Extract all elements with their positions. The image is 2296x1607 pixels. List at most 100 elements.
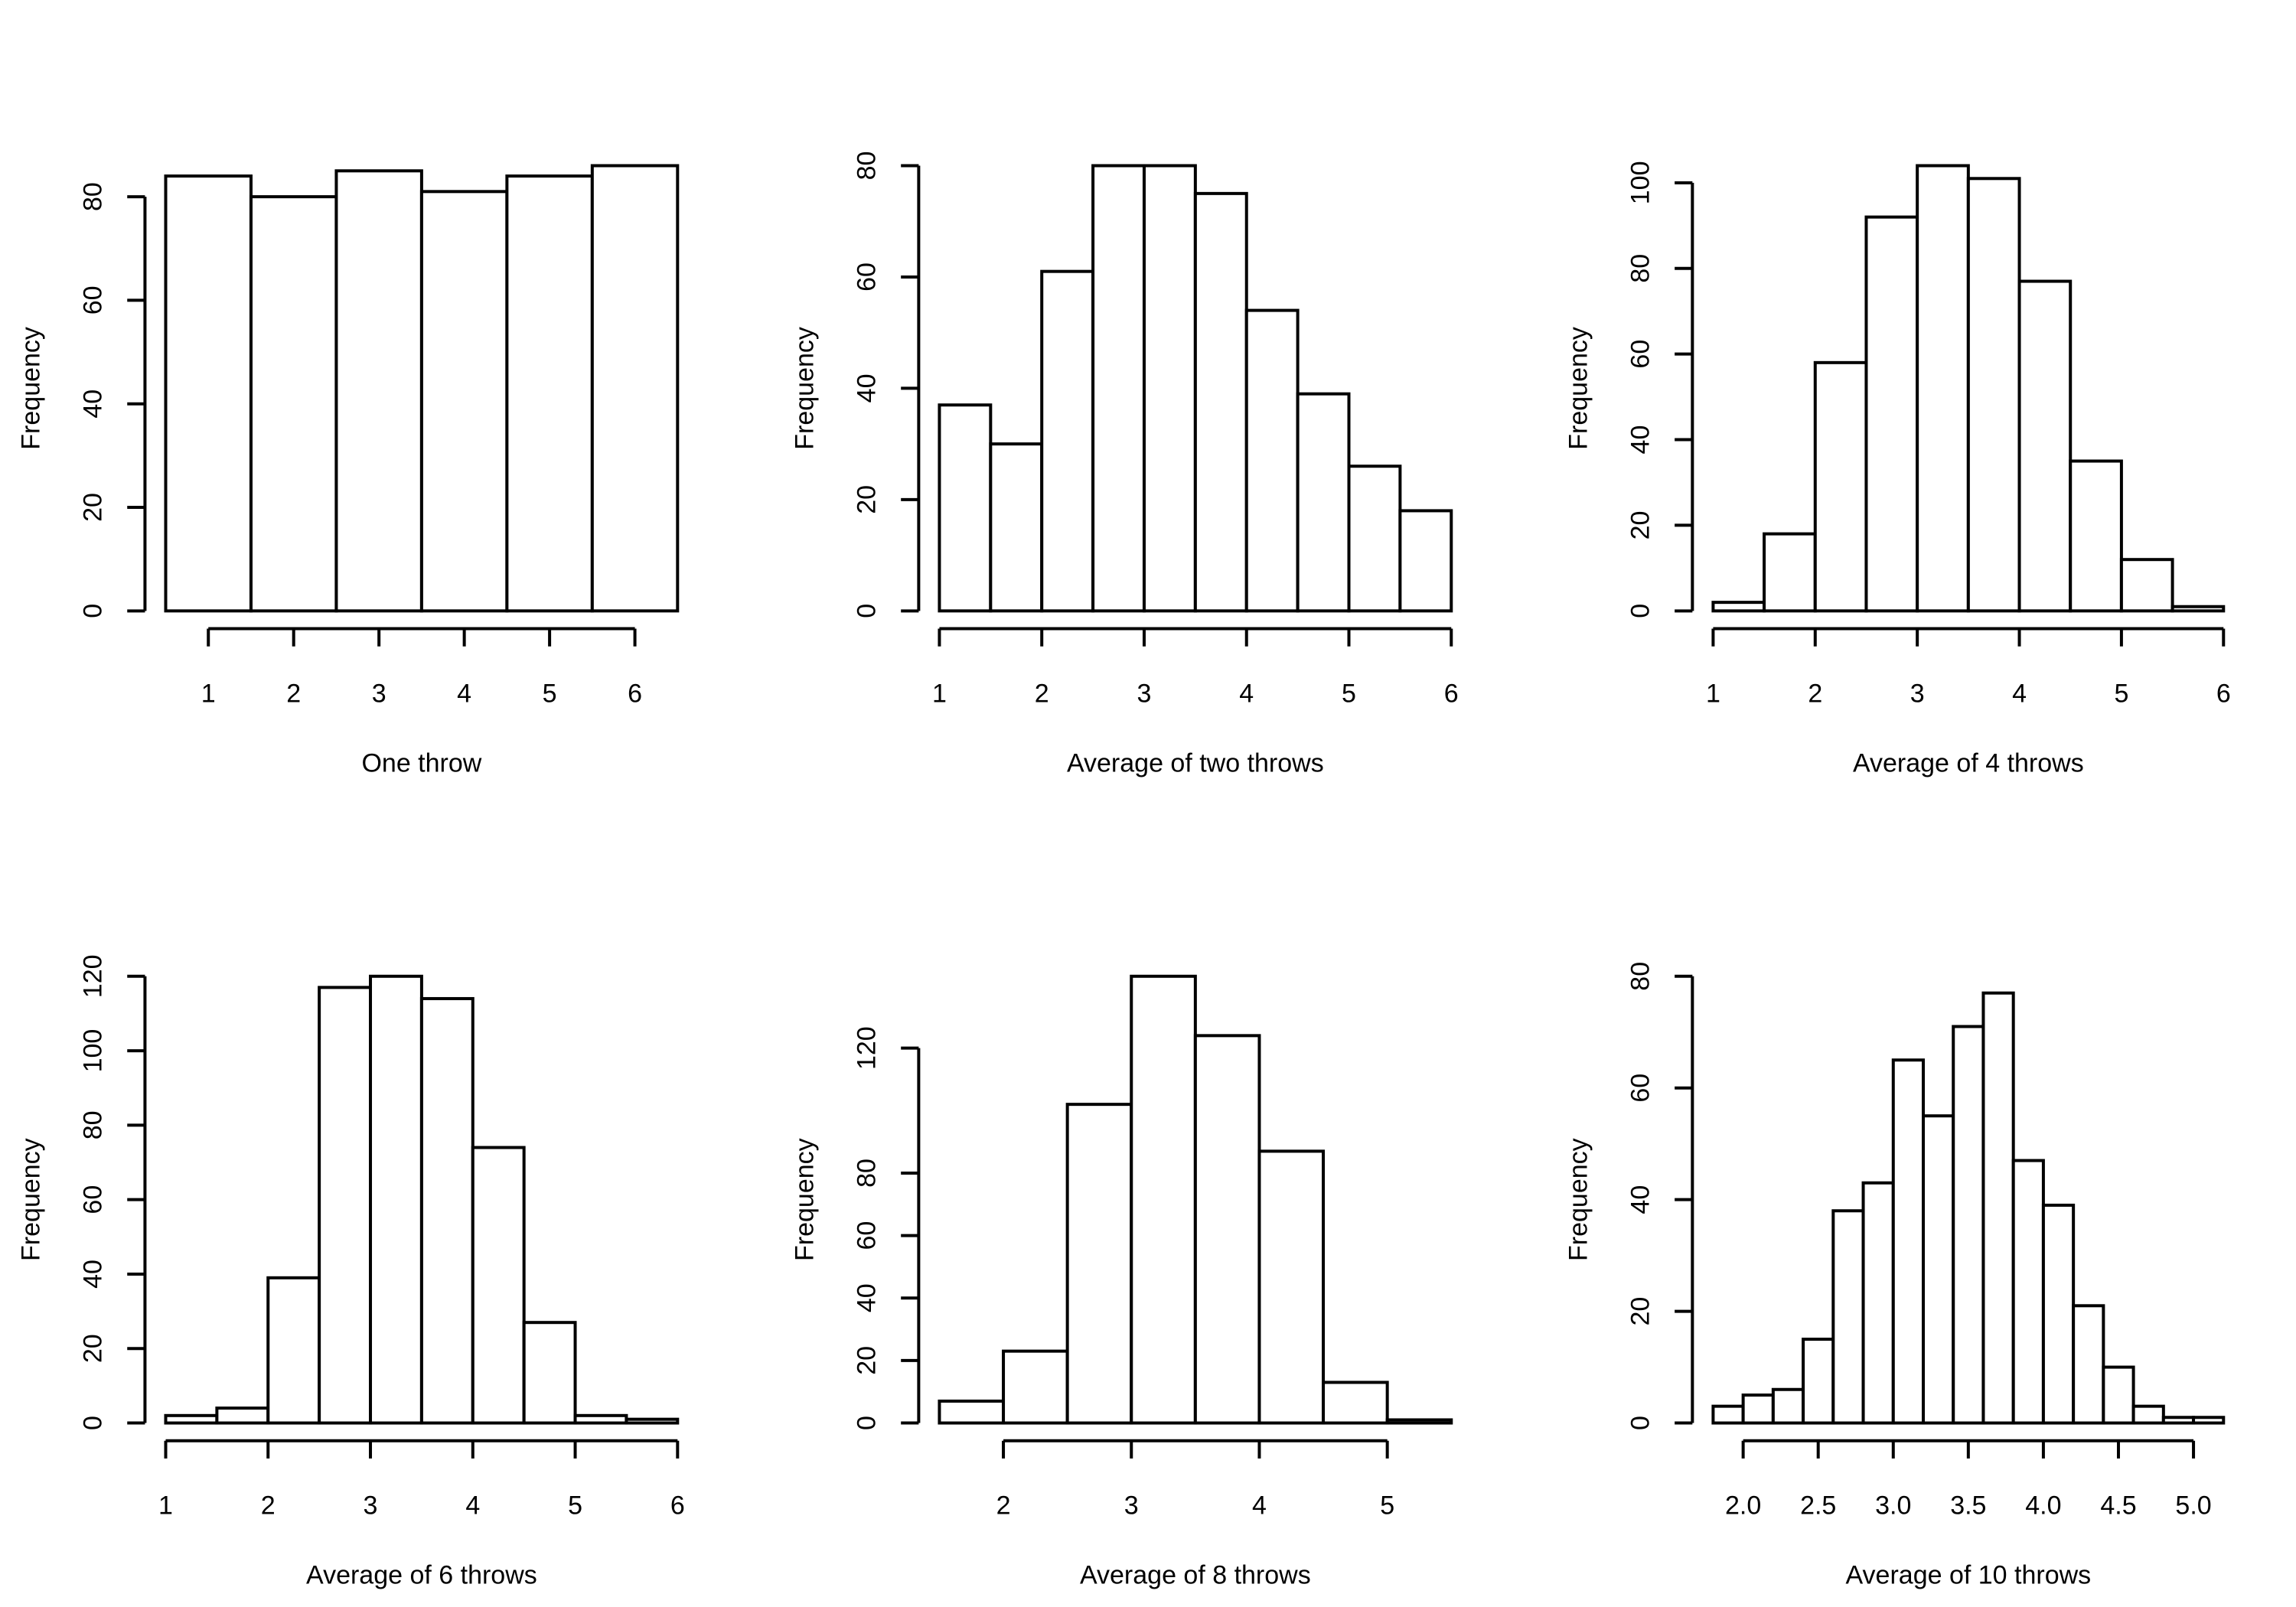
histogram-bar bbox=[2011, 1159, 2045, 1425]
x-tick-label: 3 bbox=[364, 1491, 378, 1521]
y-tick-label: 0 bbox=[79, 604, 108, 618]
x-tick-label: 4.0 bbox=[2025, 1491, 2061, 1521]
y-tick-label: 80 bbox=[79, 182, 108, 211]
y-tick-label: 40 bbox=[853, 373, 882, 403]
y-tick-label: 40 bbox=[79, 390, 108, 419]
y-tick-label: 100 bbox=[1626, 161, 1655, 205]
x-tick-label: 4 bbox=[457, 679, 471, 708]
x-tick-label: 3.5 bbox=[1950, 1491, 1986, 1521]
histogram-bar bbox=[1002, 1349, 1069, 1425]
y-tick-label: 60 bbox=[853, 1221, 882, 1250]
x-tick-label: 3 bbox=[1137, 679, 1152, 708]
y-axis-title: Frequency bbox=[790, 1138, 819, 1261]
x-tick-label: 5 bbox=[543, 679, 557, 708]
x-tick-label: 5 bbox=[1380, 1491, 1394, 1521]
y-tick-label: 20 bbox=[79, 493, 108, 522]
y-tick-label: 0 bbox=[853, 604, 882, 618]
x-tick-label: 6 bbox=[670, 1491, 685, 1521]
histogram-bar bbox=[2119, 558, 2174, 613]
histogram-bar bbox=[334, 169, 423, 613]
x-tick-label: 3.0 bbox=[1875, 1491, 1911, 1521]
x-tick-label: 5 bbox=[2114, 679, 2128, 708]
x-tick-label: 1 bbox=[932, 679, 947, 708]
histogram-bar bbox=[471, 1146, 526, 1425]
y-tick-label: 80 bbox=[1626, 962, 1655, 991]
x-tick-label: 6 bbox=[1444, 679, 1459, 708]
histogram-bar bbox=[1952, 1025, 1985, 1425]
histogram-bar bbox=[1831, 1209, 1865, 1425]
x-tick-label: 2 bbox=[286, 679, 301, 708]
x-tick-label: 5.0 bbox=[2175, 1491, 2211, 1521]
x-tick-label: 1 bbox=[1706, 679, 1720, 708]
histogram-bar bbox=[1385, 1418, 1453, 1425]
histogram-bar bbox=[318, 986, 373, 1425]
histogram-bar bbox=[938, 1399, 1006, 1425]
x-tick-label: 5 bbox=[568, 1491, 582, 1521]
histogram-bar bbox=[1763, 532, 1817, 613]
y-tick-label: 20 bbox=[853, 485, 882, 514]
y-tick-label: 40 bbox=[853, 1283, 882, 1312]
x-tick-label: 4 bbox=[1239, 679, 1254, 708]
histogram-bar bbox=[215, 1407, 270, 1425]
histogram-bar bbox=[2017, 279, 2073, 613]
histogram-bar bbox=[1193, 191, 1248, 613]
y-tick-label: 40 bbox=[1626, 1185, 1655, 1214]
histogram-bar bbox=[1922, 1114, 1955, 1425]
x-tick-label: 6 bbox=[2216, 679, 2231, 708]
x-tick-label: 2 bbox=[1035, 679, 1049, 708]
histogram-bar bbox=[1981, 991, 2015, 1425]
x-axis-title: Average of 6 throws bbox=[306, 1561, 537, 1590]
histogram-bar bbox=[1771, 1387, 1805, 1425]
histogram-bar bbox=[1193, 1034, 1261, 1425]
y-tick-label: 60 bbox=[853, 262, 882, 292]
y-tick-label: 0 bbox=[79, 1416, 108, 1430]
histogram-bar bbox=[419, 190, 509, 613]
histogram-bar bbox=[1802, 1338, 1835, 1425]
histogram-bar bbox=[1244, 308, 1300, 613]
y-tick-label: 80 bbox=[853, 1159, 882, 1188]
x-tick-label: 2 bbox=[1808, 679, 1822, 708]
x-tick-label: 3 bbox=[1124, 1491, 1139, 1521]
y-tick-label: 80 bbox=[853, 152, 882, 181]
y-tick-label: 100 bbox=[79, 1029, 108, 1073]
histogram-bar bbox=[249, 195, 338, 613]
x-tick-label: 4.5 bbox=[2100, 1491, 2136, 1521]
histogram-bar bbox=[1296, 392, 1351, 613]
histogram-bar bbox=[505, 174, 594, 613]
x-tick-label: 5 bbox=[1342, 679, 1356, 708]
x-tick-label: 2.5 bbox=[1800, 1491, 1836, 1521]
histogram-bar bbox=[2072, 1304, 2105, 1425]
histogram-bar bbox=[1142, 164, 1197, 613]
x-axis-title: Average of 10 throws bbox=[1845, 1561, 2091, 1590]
x-axis-title: One throw bbox=[361, 748, 481, 777]
y-axis-title: Frequency bbox=[17, 1138, 46, 1261]
histogram-bar bbox=[2192, 1416, 2226, 1425]
histogram-bar bbox=[1257, 1149, 1326, 1425]
histogram-bar bbox=[989, 442, 1044, 613]
histogram-bar bbox=[1741, 1393, 1775, 1425]
histogram-bar bbox=[1130, 974, 1197, 1425]
x-tick-label: 1 bbox=[201, 679, 216, 708]
y-tick-label: 120 bbox=[853, 1026, 882, 1070]
y-tick-label: 60 bbox=[79, 1185, 108, 1214]
histogram-bar bbox=[1398, 509, 1453, 613]
y-axis-title: Frequency bbox=[1564, 1138, 1593, 1261]
x-tick-label: 1 bbox=[158, 1491, 173, 1521]
x-tick-label: 3 bbox=[372, 679, 386, 708]
x-tick-label: 3 bbox=[1910, 679, 1925, 708]
histogram-bar bbox=[2161, 1416, 2196, 1425]
histogram-bar bbox=[1813, 360, 1868, 613]
histogram-bar bbox=[590, 164, 680, 613]
x-tick-label: 2 bbox=[996, 1491, 1011, 1521]
y-tick-label: 20 bbox=[1626, 1297, 1655, 1326]
histogram-bar bbox=[164, 174, 253, 613]
histogram-bar bbox=[1916, 164, 1970, 613]
x-axis-title: Average of 8 throws bbox=[1080, 1561, 1311, 1590]
y-axis-title: Frequency bbox=[1564, 327, 1593, 450]
histogram-bar bbox=[1065, 1103, 1133, 1425]
x-tick-label: 2.0 bbox=[1725, 1491, 1761, 1521]
y-tick-label: 20 bbox=[79, 1334, 108, 1363]
histogram-bar bbox=[419, 996, 475, 1425]
histogram-bar bbox=[1347, 464, 1402, 613]
